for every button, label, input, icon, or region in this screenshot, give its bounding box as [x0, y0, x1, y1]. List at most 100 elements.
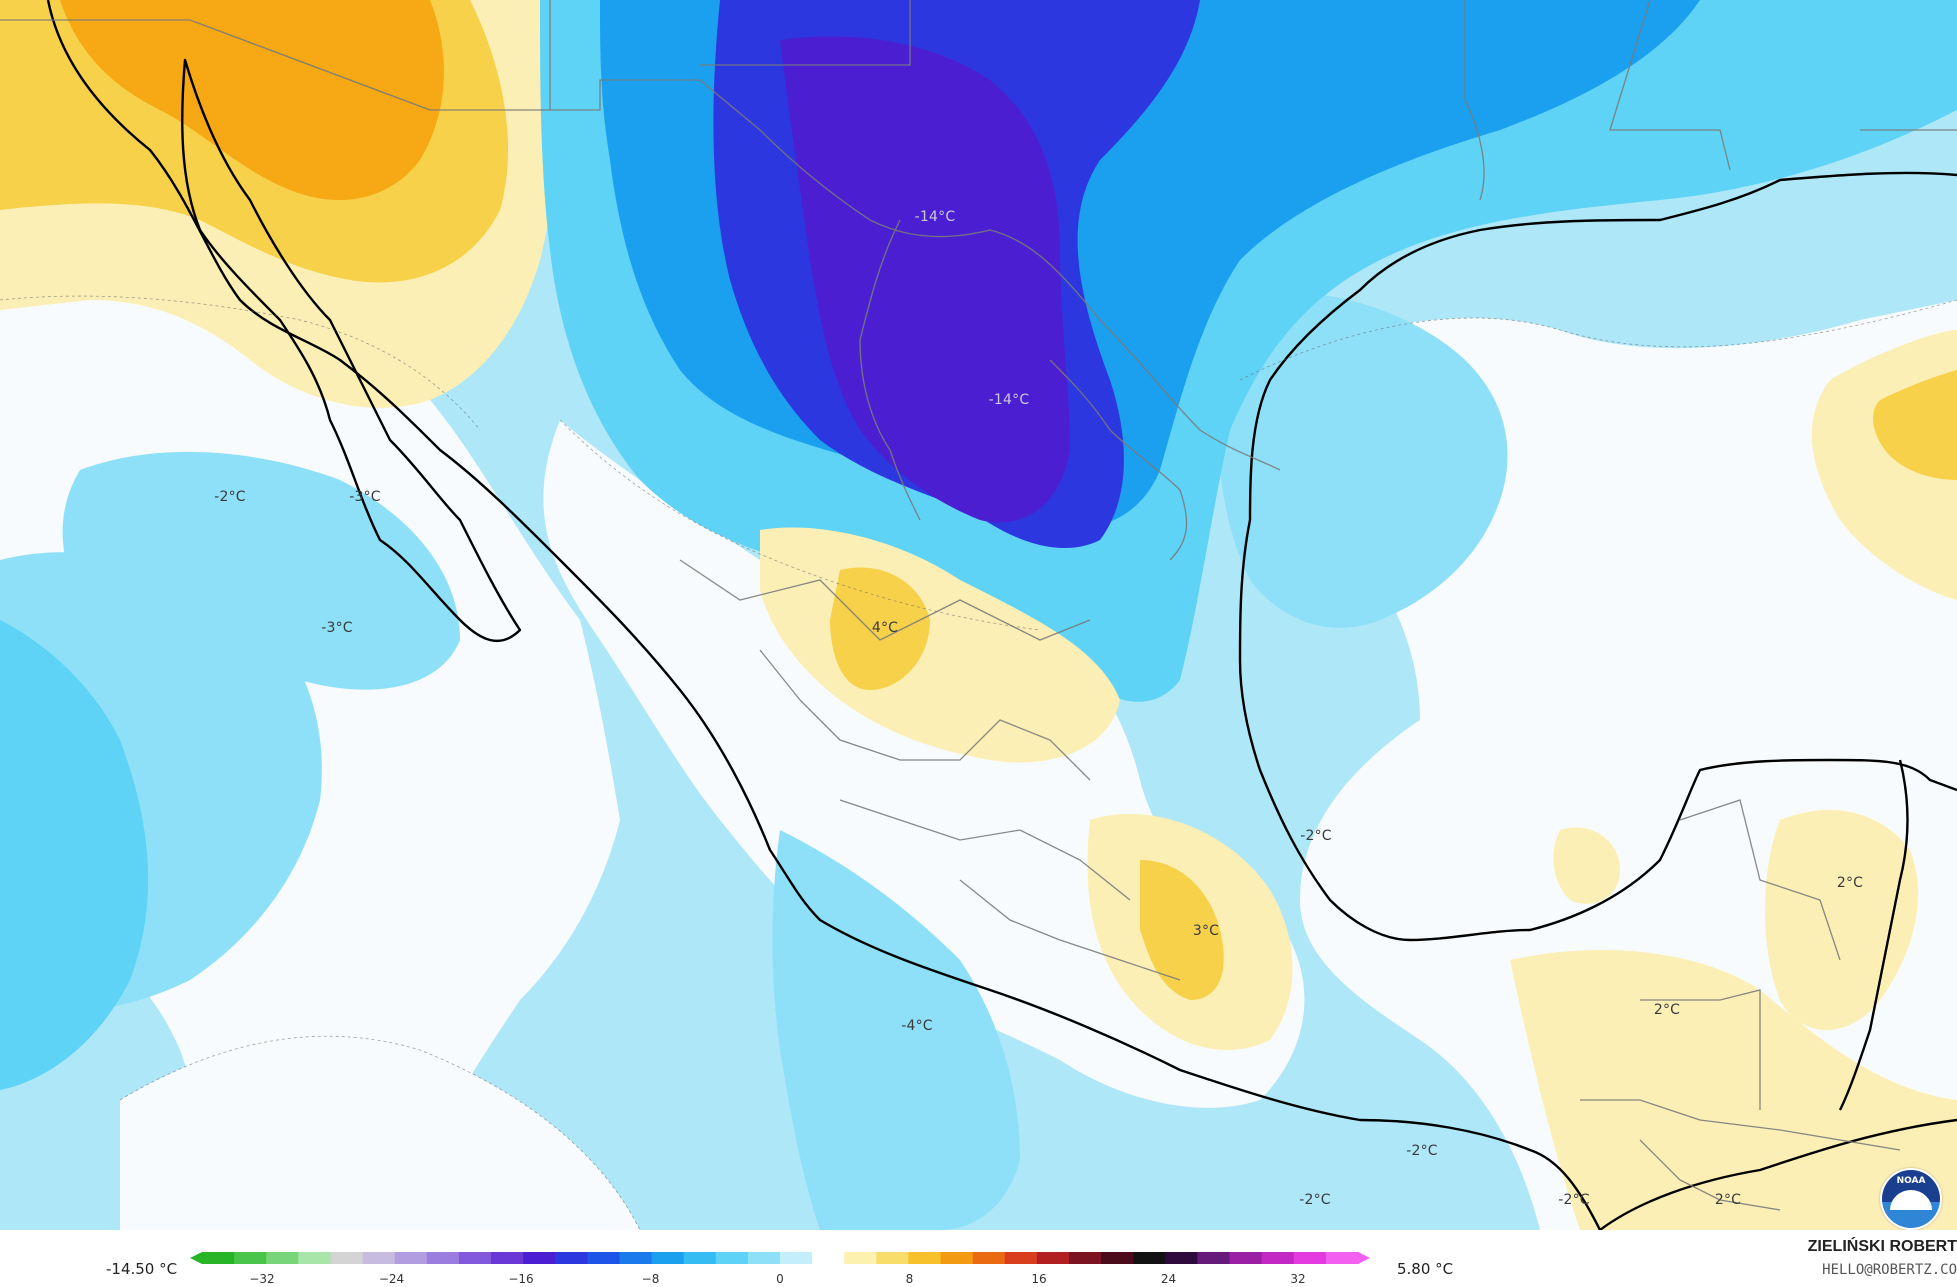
- temp-label-north-mexico: 4°C: [871, 620, 899, 636]
- colorbar-min-arrow: [190, 1252, 202, 1264]
- colorbar-swatch: [747, 1252, 781, 1264]
- colorbar-swatch: [972, 1252, 1006, 1264]
- cold-region-violet: [780, 36, 1070, 523]
- map-canvas: [0, 0, 1957, 1230]
- near-zero-region-southwest: [120, 1036, 640, 1230]
- temp-label-pacific-bottom: -2°C: [1299, 1192, 1331, 1208]
- colorbar-swatch: [330, 1252, 364, 1264]
- temp-label-north-1: -14°C: [914, 209, 956, 225]
- colorbar-tick-label: −8: [641, 1272, 660, 1286]
- borders-layer: [0, 0, 1957, 1211]
- warm-patch-north-mexico-core: [830, 567, 930, 690]
- colorbar-swatch: [523, 1252, 556, 1264]
- colorbar-swatch: [362, 1252, 396, 1264]
- colorbar-swatch: [1229, 1252, 1263, 1264]
- colorbar-swatch: [394, 1252, 428, 1264]
- colorbar-swatch: [1069, 1252, 1102, 1264]
- colorbar-swatch: [715, 1252, 749, 1264]
- legend-min-value: -14.50 °C: [106, 1260, 178, 1278]
- colorbar-swatch: [458, 1252, 492, 1264]
- warm-patch-central-core: [1140, 860, 1224, 1000]
- colorbar-swatch: [1261, 1252, 1295, 1264]
- border-us-states: [549, 0, 1957, 201]
- temp-label-baja-2: -3°C: [349, 489, 381, 505]
- temp-label-pacific-west: -3°C: [321, 620, 353, 636]
- contour-layer: [0, 295, 1957, 1230]
- warm-region-northwest-peak: [60, 0, 444, 200]
- border-state-texas: [859, 219, 1188, 561]
- temp-label-central-america-west: -2°C: [1558, 1192, 1590, 1208]
- colorbar-tick-label: 24: [1160, 1272, 1177, 1286]
- temp-label-central-mexico: 3°C: [1192, 923, 1220, 939]
- temp-label-central-america-east: 2°C: [1714, 1192, 1742, 1208]
- colorbar-tick-label: 16: [1031, 1272, 1047, 1286]
- colorbar-swatch: [940, 1252, 974, 1264]
- colorbar-swatch: [555, 1252, 588, 1264]
- temp-label-baja-1: -2°C: [214, 489, 246, 505]
- temp-label-pacific-south-east: -2°C: [1406, 1143, 1438, 1159]
- colorbar-swatch: [491, 1252, 524, 1264]
- legend-colorbar: [190, 1252, 1370, 1264]
- temperature-anomaly-map: -14°C -14°C -2°C -3°C -3°C 4°C -2°C 3°C …: [0, 0, 1957, 1230]
- colorbar-swatch: [202, 1252, 235, 1264]
- border-mexico-states: [679, 559, 1841, 1110]
- colorbar-tick-label: −16: [508, 1272, 534, 1286]
- colorbar-swatch: [587, 1252, 621, 1264]
- coastline-yucatan-east: [1838, 759, 1909, 1111]
- colorbar-swatch: [1004, 1252, 1038, 1264]
- contour-zero-central: [559, 419, 1041, 631]
- coastline-gulf: [1238, 171, 1957, 942]
- light-blue-region-gulf: [1216, 292, 1508, 628]
- colorbar-swatch: [651, 1252, 685, 1264]
- colorbar-tick-label: 32: [1290, 1272, 1306, 1286]
- colorbar-swatch: [1165, 1252, 1199, 1264]
- legend-max-value: 5.80 °C: [1397, 1260, 1454, 1278]
- border-us-mexico: [0, 19, 1281, 471]
- colorbar-swatch: [844, 1252, 877, 1264]
- colorbar-swatch: [683, 1252, 717, 1264]
- warm-patch-central-america: [1510, 950, 1957, 1230]
- temp-label-guatemala: 2°C: [1653, 1002, 1681, 1018]
- light-blue-region-baja: [62, 451, 460, 690]
- colorbar-tick-label: −32: [249, 1272, 275, 1286]
- temp-label-north-2: -14°C: [988, 392, 1030, 408]
- warm-patch-gulf-small: [1553, 827, 1620, 904]
- colorbar-tick-label: −24: [378, 1272, 405, 1286]
- coastline-baja: [181, 58, 522, 642]
- colorbar-swatch: [266, 1252, 299, 1264]
- colorbar-swatch: [619, 1252, 653, 1264]
- colorbar-swatch: [1197, 1252, 1231, 1264]
- colorbar-swatch: [908, 1252, 942, 1264]
- colorbar-swatch: [1293, 1252, 1327, 1264]
- colorbar-tick-label: 8: [905, 1272, 914, 1286]
- temp-label-pacific-south: -4°C: [901, 1018, 933, 1034]
- warm-patch-east-core: [1873, 370, 1957, 480]
- border-central-america: [1580, 1099, 1901, 1211]
- temp-label-gulf-west: -2°C: [1300, 828, 1332, 844]
- colorbar-swatch: [812, 1252, 845, 1264]
- colorbar-tick-label: 0: [776, 1272, 784, 1286]
- coastline-layer: [46, 0, 1957, 1230]
- colorbar-swatch: [1325, 1252, 1359, 1264]
- colorbar-max-arrow: [1358, 1252, 1370, 1264]
- colorbar-swatch: [298, 1252, 332, 1264]
- colorbar-swatch: [1036, 1252, 1070, 1264]
- colorbar-swatch: [780, 1252, 813, 1264]
- noaa-logo-text: NOAA: [1896, 1176, 1926, 1186]
- author-email: HELLO@ROBERTZ.CO: [1822, 1262, 1957, 1278]
- temp-label-yucatan: 2°C: [1836, 875, 1864, 891]
- coastline-mainland-west: [46, 0, 1602, 1230]
- colorbar-swatch: [876, 1252, 910, 1264]
- colorbar-swatch: [426, 1252, 460, 1264]
- colorbar-swatch: [1101, 1252, 1134, 1264]
- author-name: ZIELIŃSKI ROBERT: [1807, 1238, 1957, 1255]
- coastline-central-america: [1599, 1118, 1957, 1230]
- colorbar-swatch: [1133, 1252, 1166, 1264]
- contour-east: [1239, 299, 1957, 381]
- light-blue-region-south: [772, 830, 1020, 1230]
- contour-zero-west: [0, 295, 481, 431]
- cool-ocean-southwest: [0, 620, 149, 1090]
- colorbar-swatch: [234, 1252, 267, 1264]
- contour-south: [119, 1035, 641, 1230]
- noaa-logo-icon: NOAA: [1880, 1168, 1942, 1230]
